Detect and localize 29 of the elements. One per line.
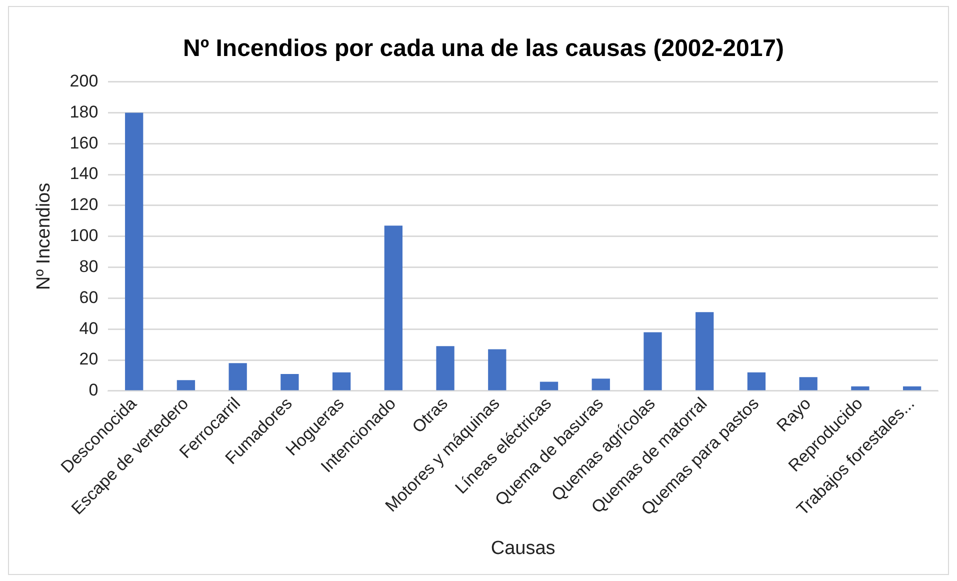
bar: [644, 332, 662, 390]
bar: [851, 386, 870, 390]
y-tick-label: 180: [70, 102, 98, 122]
y-tick-label: 200: [70, 71, 98, 90]
bar: [488, 349, 506, 390]
bar: [540, 382, 558, 390]
y-tick-label: 20: [79, 350, 98, 369]
x-axis-title: Causas: [490, 538, 556, 559]
bar: [125, 112, 144, 390]
y-tick-label: 40: [79, 318, 98, 338]
y-tick-label: 120: [70, 195, 98, 214]
bar: [436, 346, 454, 390]
y-tick-label: 100: [70, 226, 98, 246]
chart-title: Nº Incendios por cada una de las causas (2002-2017): [182, 35, 784, 62]
bar: [592, 378, 610, 390]
bar: [332, 372, 351, 390]
y-tick-label: 80: [79, 256, 98, 276]
y-tick-label: 0: [88, 380, 98, 400]
bar: [384, 226, 402, 390]
bar: [176, 380, 196, 390]
bar: [228, 363, 247, 390]
y-axis-title: Nº Incendios: [34, 182, 55, 290]
y-tick-label: 140: [70, 164, 98, 184]
y-tick-label: 160: [70, 133, 98, 152]
bar: [696, 312, 714, 390]
y-tick-label: 60: [79, 288, 98, 307]
bar: [280, 374, 299, 390]
bar: [799, 377, 818, 390]
bar: [747, 372, 766, 390]
